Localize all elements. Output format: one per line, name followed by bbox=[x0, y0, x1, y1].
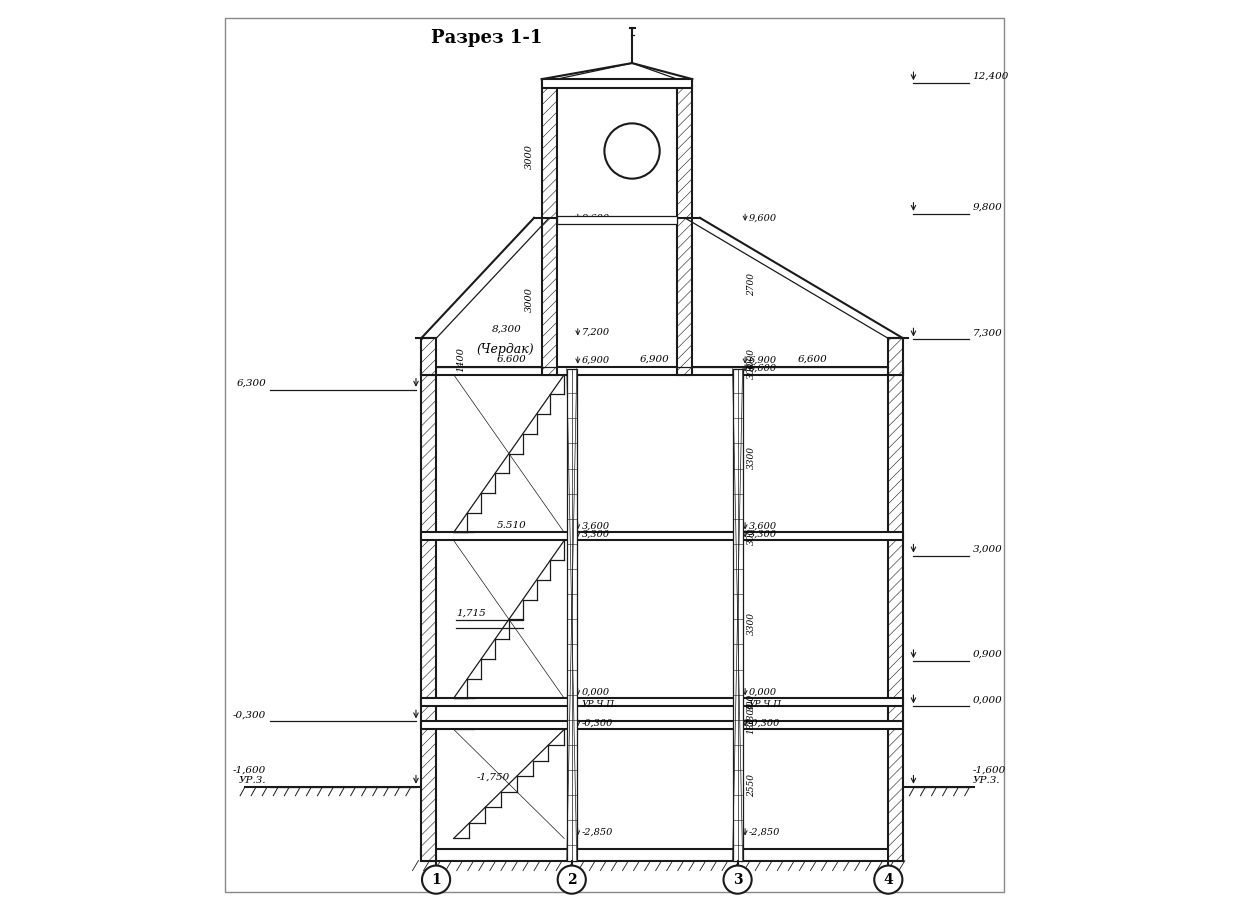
Text: -0,300: -0,300 bbox=[582, 719, 613, 728]
Text: 1,715: 1,715 bbox=[457, 608, 486, 617]
Text: 2: 2 bbox=[567, 873, 576, 886]
Text: 6,900: 6,900 bbox=[639, 356, 669, 364]
Bar bbox=[420, 533, 903, 540]
Text: УР.Ч.П.: УР.Ч.П. bbox=[749, 700, 785, 709]
Text: 6,900: 6,900 bbox=[582, 356, 610, 365]
Bar bbox=[420, 721, 903, 729]
Bar bbox=[420, 369, 437, 860]
Text: (Чердак): (Чердак) bbox=[476, 343, 534, 356]
Text: -0,300: -0,300 bbox=[233, 710, 266, 719]
Circle shape bbox=[724, 866, 751, 894]
Bar bbox=[888, 338, 903, 374]
Bar bbox=[420, 698, 903, 706]
Text: 5.510: 5.510 bbox=[496, 521, 526, 530]
Text: -2,850: -2,850 bbox=[749, 828, 780, 837]
Text: 10,200: 10,200 bbox=[582, 77, 616, 86]
Text: 3000: 3000 bbox=[525, 287, 534, 311]
Text: -1,600
УР.З.: -1,600 УР.З. bbox=[973, 765, 1006, 785]
Bar bbox=[567, 369, 577, 860]
Text: 180: 180 bbox=[746, 716, 755, 734]
Text: 9,600: 9,600 bbox=[749, 213, 778, 222]
Text: 2700: 2700 bbox=[746, 273, 755, 296]
Text: 3300: 3300 bbox=[746, 446, 755, 469]
Circle shape bbox=[422, 866, 450, 894]
Text: 3,300: 3,300 bbox=[749, 530, 778, 539]
Circle shape bbox=[557, 866, 586, 894]
Text: 3,300: 3,300 bbox=[582, 530, 610, 539]
Text: Разрез 1-1: Разрез 1-1 bbox=[430, 29, 542, 47]
Text: 1: 1 bbox=[432, 873, 440, 886]
Text: 2550: 2550 bbox=[746, 774, 755, 796]
Text: 3,600: 3,600 bbox=[749, 522, 778, 531]
Text: -2,850: -2,850 bbox=[582, 828, 613, 837]
Text: 300: 300 bbox=[746, 527, 755, 545]
Text: 0,900: 0,900 bbox=[973, 650, 1003, 659]
Bar bbox=[420, 366, 903, 374]
Text: 4: 4 bbox=[883, 873, 893, 886]
Text: -0,300: -0,300 bbox=[749, 719, 780, 728]
Text: 8,300: 8,300 bbox=[491, 325, 521, 334]
Text: 3000: 3000 bbox=[746, 348, 755, 371]
Text: 9,600: 9,600 bbox=[582, 213, 610, 222]
Text: -1,600
УР.З.: -1,600 УР.З. bbox=[233, 765, 266, 785]
Text: УР.Ч.П.: УР.Ч.П. bbox=[582, 700, 618, 709]
Text: 3300: 3300 bbox=[746, 702, 755, 725]
Text: 7,200: 7,200 bbox=[582, 328, 610, 337]
Text: 3,000: 3,000 bbox=[973, 544, 1003, 554]
Bar bbox=[541, 79, 693, 88]
Bar bbox=[420, 850, 903, 860]
Text: 3300: 3300 bbox=[746, 612, 755, 634]
Bar bbox=[677, 81, 693, 374]
Bar bbox=[541, 81, 556, 374]
Bar bbox=[556, 216, 677, 224]
Text: 300: 300 bbox=[746, 362, 755, 379]
Text: 0,000: 0,000 bbox=[582, 688, 610, 697]
Text: 6,600: 6,600 bbox=[749, 364, 778, 373]
Text: 6,300: 6,300 bbox=[236, 379, 266, 388]
Text: 6,900: 6,900 bbox=[749, 356, 778, 365]
Bar bbox=[888, 369, 903, 860]
Text: 0,000: 0,000 bbox=[749, 688, 778, 697]
Bar bbox=[420, 338, 437, 374]
Text: 3000: 3000 bbox=[525, 143, 534, 168]
Text: 6.600: 6.600 bbox=[496, 356, 526, 364]
Text: 1400: 1400 bbox=[457, 347, 465, 372]
Bar bbox=[733, 369, 743, 860]
Text: 7,300: 7,300 bbox=[973, 328, 1003, 338]
Text: 9,800: 9,800 bbox=[973, 202, 1003, 211]
Text: 3: 3 bbox=[733, 873, 743, 886]
Text: -1,750: -1,750 bbox=[476, 772, 510, 781]
Text: 300: 300 bbox=[746, 694, 755, 711]
Text: 6,600: 6,600 bbox=[799, 356, 827, 364]
Text: 3,600: 3,600 bbox=[582, 522, 610, 531]
Circle shape bbox=[875, 866, 902, 894]
Text: 0,000: 0,000 bbox=[973, 696, 1003, 705]
Text: 12,400: 12,400 bbox=[973, 72, 1009, 81]
